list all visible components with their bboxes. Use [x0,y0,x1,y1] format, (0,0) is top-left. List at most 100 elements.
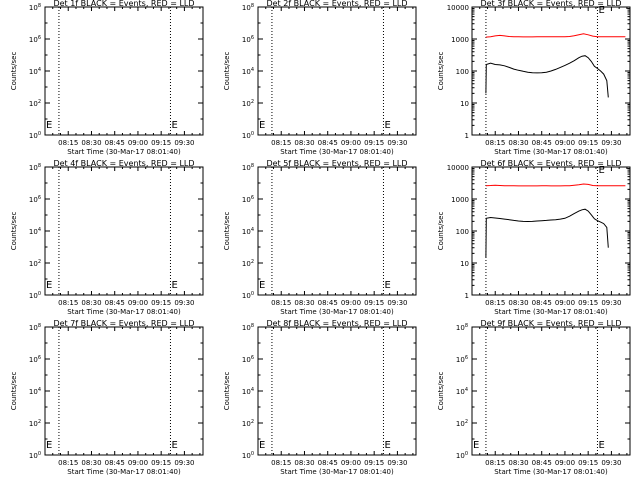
y-tick-base: 10 [29,68,38,76]
y-tick-label: 104 [29,387,41,396]
y-tick-base: 10 [29,228,38,236]
y-tick-label: 108 [242,3,254,12]
x-tick-label: 09:15 [151,139,171,147]
y-tick-base: 10 [242,164,251,172]
y-tick-exponent: 0 [465,451,468,457]
marker-label: E [46,440,52,451]
y-tick-base: 10 [29,4,38,12]
marker-label: E [46,120,52,131]
y-tick-exponent: 0 [38,291,41,297]
y-tick-label: 102 [242,259,254,268]
x-tick-label: 08:30 [81,459,101,467]
x-axis-label: Start Time (30-Mar-17 08:01:40) [280,148,394,156]
x-tick-label: 09:15 [364,139,384,147]
y-tick-base: 10 [29,260,38,268]
y-tick-base: 10 [242,324,251,332]
panel-title: Det 9f BLACK = Events, RED = LLD [480,319,621,328]
y-axis-label: Counts/sec [437,212,445,251]
y-tick-label: 104 [29,67,41,76]
y-tick-exponent: 6 [251,195,254,201]
x-tick-label: 09:00 [128,299,148,307]
y-tick-label: 102 [29,99,41,108]
y-tick-exponent: 4 [251,227,254,233]
y-axis-label: Counts/sec [223,372,231,411]
y-tick-base: 10 [242,452,251,460]
y-tick-exponent: 4 [251,387,254,393]
y-tick-base: 10 [29,100,38,108]
x-tick-label: 08:45 [318,459,338,467]
x-tick-label: 09:30 [387,459,407,467]
x-tick-label: 08:15 [485,299,505,307]
y-tick-exponent: 8 [38,3,41,9]
y-tick-base: 10 [29,132,38,140]
marker-label: E [598,165,604,176]
y-tick-base: 10 [242,228,251,236]
y-tick-base: 10 [29,420,38,428]
x-tick-label: 08:15 [58,139,78,147]
y-tick-exponent: 4 [38,67,41,73]
y-tick-label: 1000 [451,36,469,44]
y-tick-label: 106 [29,195,41,204]
y-tick-base: 10 [29,452,38,460]
x-tick-label: 08:30 [508,299,528,307]
panel-title: Det 4f BLACK = Events, RED = LLD [53,159,194,168]
marker-label: E [473,440,479,451]
plot-frame [44,326,204,456]
panel-title: Det 5f BLACK = Events, RED = LLD [266,159,407,168]
y-tick-exponent: 6 [465,355,468,361]
panel-title: Det 2f BLACK = Events, RED = LLD [266,0,407,8]
y-tick-base: 10 [29,356,38,364]
y-tick-label: 100 [456,451,468,460]
y-tick-base: 10 [456,452,465,460]
y-tick-exponent: 2 [465,419,468,425]
panel-title: Det 8f BLACK = Events, RED = LLD [266,319,407,328]
events-series-line [485,55,609,98]
plot-frame [44,166,204,296]
y-tick-label: 104 [456,387,468,396]
y-tick-exponent: 2 [251,419,254,425]
y-tick-exponent: 8 [465,323,468,329]
marker-label: E [259,280,265,291]
x-tick-label: 09:30 [601,299,621,307]
x-axis-label: Start Time (30-Mar-17 08:01:40) [494,308,608,316]
y-tick-exponent: 2 [38,419,41,425]
y-tick-base: 10 [29,292,38,300]
marker-label: E [171,440,177,451]
marker-label: E [598,440,604,451]
plot-frame [44,6,204,136]
y-tick-base: 10 [29,324,38,332]
x-axis-label: Start Time (30-Mar-17 08:01:40) [67,148,181,156]
y-tick-label: 104 [242,387,254,396]
y-tick-exponent: 6 [38,35,41,41]
y-tick-exponent: 0 [38,131,41,137]
y-tick-label: 100 [242,131,254,140]
marker-label: E [384,440,390,451]
y-tick-base: 10 [242,356,251,364]
y-tick-label: 102 [242,419,254,428]
marker-label: E [598,5,604,16]
x-tick-label: 08:15 [485,459,505,467]
x-tick-label: 09:00 [555,299,575,307]
y-tick-base: 10 [242,4,251,12]
x-tick-label: 09:30 [387,299,407,307]
y-tick-base: 10 [456,420,465,428]
y-tick-label: 104 [242,67,254,76]
y-tick-exponent: 4 [38,227,41,233]
y-tick-label: 1000 [451,196,469,204]
x-tick-label: 08:15 [271,299,291,307]
y-tick-base: 10 [242,36,251,44]
plot-frame [257,6,417,136]
y-axis-label: Counts/sec [10,372,18,411]
y-tick-base: 10 [242,420,251,428]
x-axis-label: Start Time (30-Mar-17 08:01:40) [67,308,181,316]
y-tick-base: 10 [29,164,38,172]
x-tick-label: 09:00 [341,299,361,307]
y-tick-label: 100 [29,291,41,300]
